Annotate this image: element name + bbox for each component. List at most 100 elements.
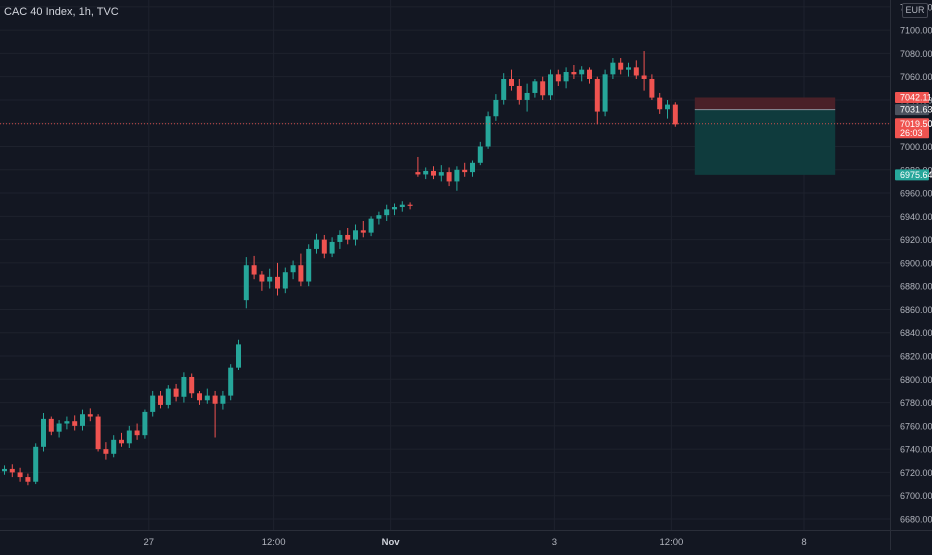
price-tag-bg	[895, 118, 929, 139]
candle-body	[399, 204, 405, 208]
price-tag-label: 7042.11	[900, 92, 932, 102]
y-tick-label: 6960.00	[900, 189, 932, 199]
candle-body	[321, 239, 327, 254]
candle-body	[126, 430, 132, 444]
candle	[2, 465, 7, 475]
candle-body	[415, 172, 421, 175]
candle-body	[376, 215, 382, 219]
candle	[392, 203, 397, 216]
candle-body	[306, 248, 312, 282]
candle	[251, 255, 257, 280]
candle	[524, 83, 530, 112]
candle-body	[431, 170, 436, 176]
candle-body	[454, 169, 460, 182]
candle-body	[275, 276, 280, 289]
candle	[48, 416, 54, 436]
y-tick-label: 7080.00	[900, 49, 932, 59]
candle-body	[657, 97, 663, 110]
candle	[431, 166, 436, 180]
candle-body	[509, 78, 514, 86]
candle	[454, 166, 460, 191]
candle-body	[337, 234, 343, 242]
candle	[384, 204, 390, 221]
candle	[555, 69, 561, 86]
candle	[25, 473, 31, 486]
x-tick-label: 27	[144, 537, 155, 548]
y-tick-label: 6880.00	[900, 282, 932, 292]
currency-label[interactable]: EUR	[902, 3, 928, 18]
candle	[594, 76, 600, 125]
y-tick-label: 6900.00	[900, 258, 932, 268]
candle	[376, 211, 382, 225]
candle	[275, 262, 280, 296]
candle-body	[594, 78, 600, 112]
x-tick-label: 12:00	[262, 537, 286, 548]
candle	[329, 237, 335, 258]
candle	[618, 58, 624, 75]
candle-body	[626, 67, 631, 70]
candle-body	[25, 477, 31, 482]
candle	[321, 234, 327, 259]
take-profit-zone	[694, 109, 836, 175]
candle	[9, 464, 15, 478]
candle	[87, 408, 93, 422]
candle	[290, 260, 296, 280]
candle-body	[298, 265, 304, 282]
candle-body	[80, 414, 85, 426]
candle-body	[563, 72, 569, 82]
candle-body	[360, 230, 366, 233]
candle-body	[493, 99, 499, 117]
y-tick-label: 6840.00	[900, 328, 932, 338]
candle-body	[290, 265, 296, 273]
candle-body	[259, 274, 265, 282]
candle	[126, 425, 132, 448]
candle	[470, 160, 475, 177]
candle-body	[9, 468, 15, 473]
candle	[212, 390, 218, 438]
candle-body	[384, 209, 390, 216]
candle	[548, 69, 553, 100]
candle-body	[41, 418, 46, 447]
candle	[399, 201, 405, 212]
y-tick-label: 6760.00	[900, 421, 932, 431]
y-tick-label: 6940.00	[900, 212, 932, 222]
candle	[407, 202, 413, 210]
candle	[571, 65, 577, 79]
candle	[142, 409, 148, 439]
y-tick-label: 6820.00	[900, 352, 932, 362]
candle	[477, 141, 483, 166]
candle	[95, 414, 101, 452]
candle-body	[329, 241, 335, 254]
chart-title: CAC 40 Index, 1h, TVC	[4, 6, 119, 18]
candle-body	[516, 85, 522, 100]
candle-body	[64, 421, 70, 424]
y-tick-label: 6920.00	[900, 235, 932, 245]
x-tick-label: 12:00	[660, 537, 684, 548]
y-tick-label: 6700.00	[900, 491, 932, 501]
stop-loss-zone	[694, 97, 836, 110]
candle	[633, 60, 639, 79]
candle-body	[165, 388, 171, 405]
candle-body	[571, 72, 577, 75]
candle	[236, 339, 241, 370]
price-tag-bg	[895, 91, 929, 103]
candle	[173, 383, 179, 402]
candle	[41, 413, 46, 452]
y-tick-label: 6720.00	[900, 468, 932, 478]
candle-body	[610, 62, 616, 75]
candle-body	[204, 395, 210, 401]
candle-body	[649, 78, 655, 98]
candle	[493, 94, 499, 121]
candle-body	[314, 239, 319, 249]
candle	[259, 271, 265, 291]
candle	[204, 388, 210, 404]
candle-body	[243, 265, 249, 301]
candle	[228, 364, 234, 401]
candle-body	[501, 78, 507, 100]
candle	[626, 62, 631, 77]
candle-body	[524, 92, 530, 100]
candle	[181, 372, 187, 403]
